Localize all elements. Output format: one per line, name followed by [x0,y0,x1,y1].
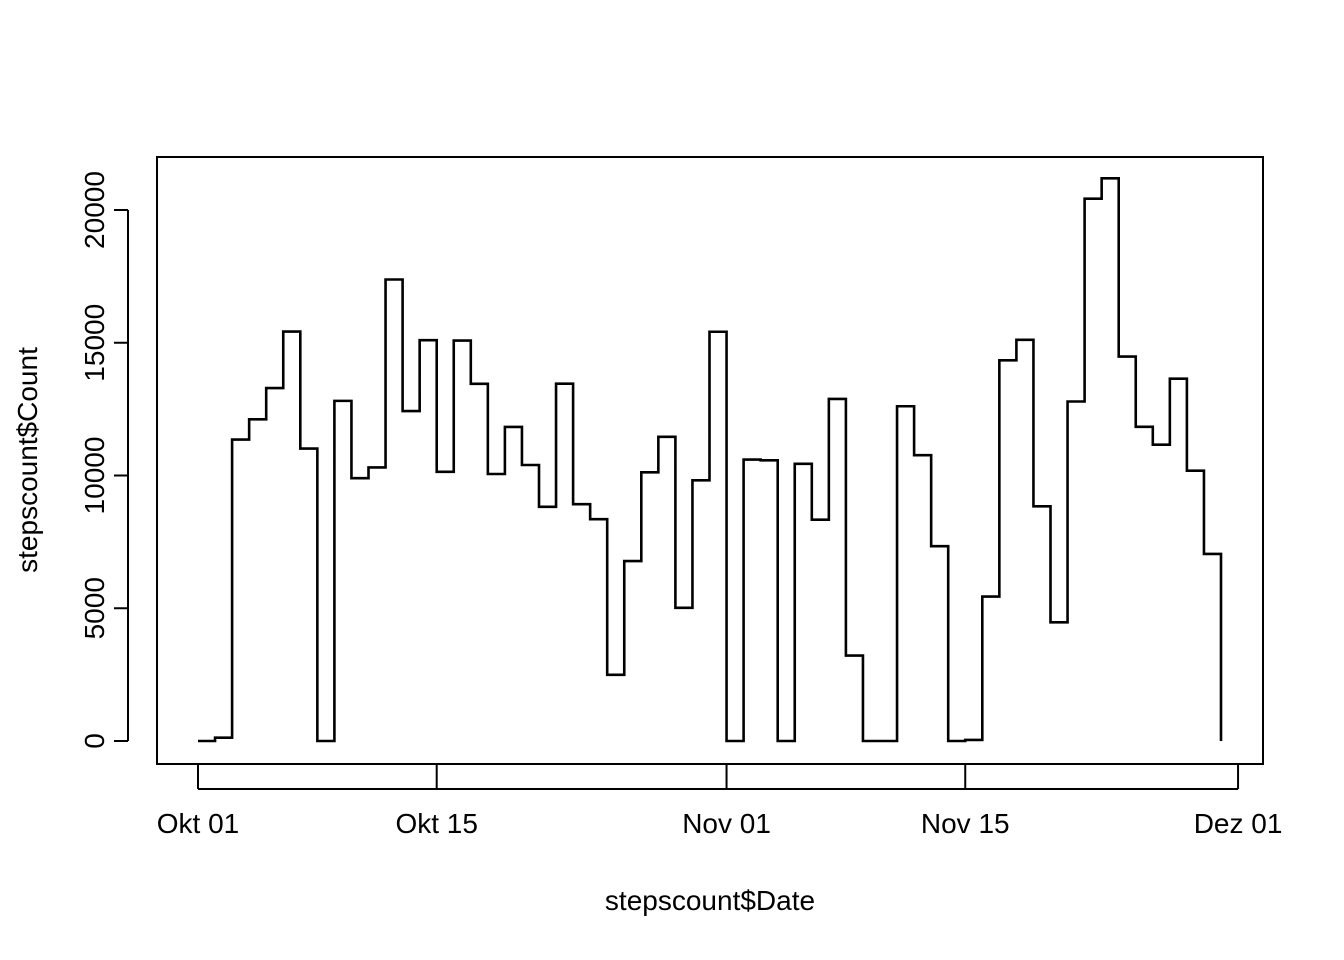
x-tick-label: Nov 01 [682,808,771,839]
x-tick-label: Nov 15 [921,808,1010,839]
y-tick-label: 10000 [79,437,110,515]
plot-frame [156,156,1264,765]
x-tick-label: Dez 01 [1194,808,1283,839]
x-axis-label: stepscount$Date [605,885,815,916]
series-step-line [198,177,1223,743]
x-tick-label: Okt 15 [395,808,477,839]
x-tick-label: Okt 01 [157,808,239,839]
y-tick-label: 0 [79,733,110,749]
y-axis: 0 5000 10000 15000 20000 [79,171,129,749]
x-axis: Okt 01 Okt 15 Nov 01 Nov 15 Dez 01 [157,765,1283,839]
y-tick-label: 15000 [79,304,110,382]
y-axis-label: stepscount$Count [12,347,43,573]
y-tick-label: 5000 [79,577,110,639]
y-tick-label: 20000 [79,171,110,249]
